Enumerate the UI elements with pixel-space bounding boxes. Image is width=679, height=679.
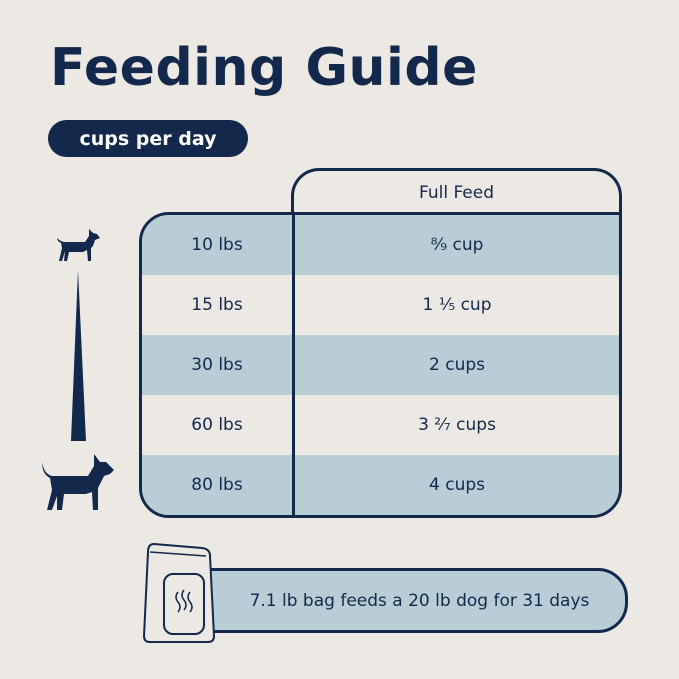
amount-cell: ⁸⁄₉ cup — [430, 235, 484, 255]
amount-cell: 2 cups — [429, 355, 485, 375]
weight-cell: 15 lbs — [142, 275, 295, 335]
weight-cell: 30 lbs — [142, 335, 295, 395]
table-row: 80 lbs 4 cups — [142, 455, 619, 515]
large-dog-icon — [42, 454, 114, 510]
food-bag-icon — [142, 542, 216, 643]
size-wedge-icon — [71, 270, 86, 441]
amount-cell: 3 ²⁄₇ cups — [418, 415, 496, 435]
amount-cell: 1 ¹⁄₅ cup — [422, 295, 492, 315]
feeding-table: 10 lbs ⁸⁄₉ cup 15 lbs 1 ¹⁄₅ cup 30 lbs 2… — [139, 212, 622, 518]
small-dog-icon — [57, 229, 100, 261]
amount-cell: 4 cups — [429, 475, 485, 495]
table-row: 60 lbs 3 ²⁄₇ cups — [142, 395, 619, 455]
page-title: Feeding Guide — [50, 38, 478, 98]
table-row: 30 lbs 2 cups — [142, 335, 619, 395]
bag-info-banner: 7.1 lb bag feeds a 20 lb dog for 31 days — [205, 568, 628, 633]
weight-cell: 10 lbs — [142, 215, 295, 275]
table-row: 15 lbs 1 ¹⁄₅ cup — [142, 275, 619, 335]
column-header-full-feed: Full Feed — [291, 168, 622, 215]
unit-pill: cups per day — [48, 120, 248, 157]
table-row: 10 lbs ⁸⁄₉ cup — [142, 215, 619, 275]
weight-cell: 80 lbs — [142, 455, 295, 515]
weight-cell: 60 lbs — [142, 395, 295, 455]
